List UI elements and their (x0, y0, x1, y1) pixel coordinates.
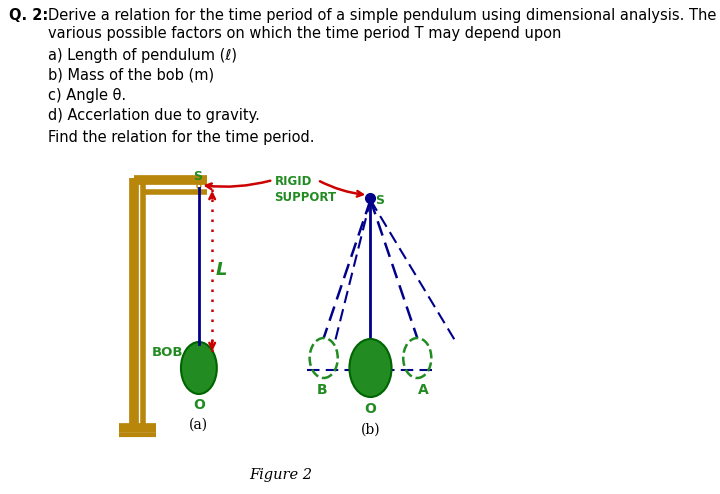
Text: (b): (b) (361, 423, 380, 437)
Ellipse shape (181, 342, 217, 394)
Text: B: B (317, 383, 328, 397)
Text: O: O (193, 398, 204, 412)
Text: b) Mass of the bob (m): b) Mass of the bob (m) (48, 68, 215, 83)
Text: c) Angle θ.: c) Angle θ. (48, 88, 127, 103)
Text: S: S (193, 170, 202, 183)
Text: Q. 2:: Q. 2: (9, 8, 49, 23)
Text: L: L (216, 261, 228, 279)
Text: Figure 2: Figure 2 (249, 468, 312, 482)
Text: S: S (375, 194, 384, 207)
Text: a) Length of pendulum (ℓ): a) Length of pendulum (ℓ) (48, 48, 238, 63)
Text: RIGID
SUPPORT: RIGID SUPPORT (274, 175, 337, 204)
Text: Derive a relation for the time period of a simple pendulum using dimensional ana: Derive a relation for the time period of… (48, 8, 716, 23)
Ellipse shape (197, 183, 201, 189)
Text: BOB: BOB (152, 345, 184, 359)
Text: (a): (a) (189, 418, 209, 432)
Text: O: O (364, 402, 377, 416)
Text: various possible factors on which the time period T may depend upon: various possible factors on which the ti… (48, 26, 562, 41)
Text: A: A (418, 383, 429, 397)
Text: d) Accerlation due to gravity.: d) Accerlation due to gravity. (48, 108, 260, 123)
Text: Find the relation for the time period.: Find the relation for the time period. (48, 130, 315, 145)
Ellipse shape (349, 339, 392, 397)
